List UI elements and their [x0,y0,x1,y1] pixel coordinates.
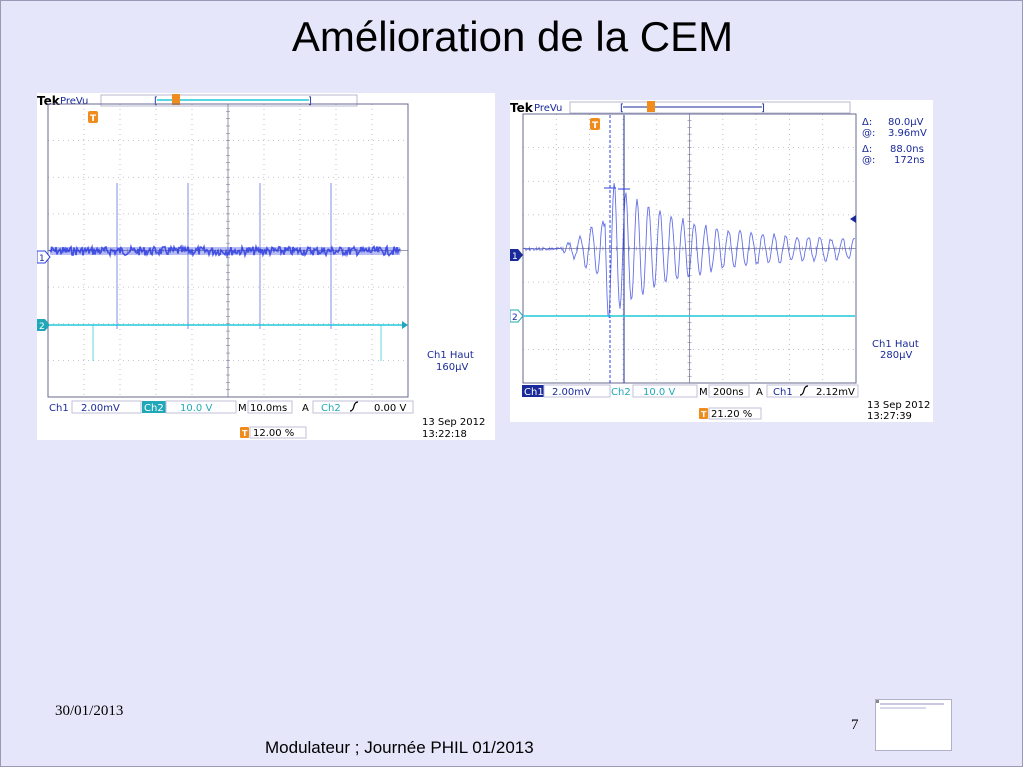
svg-text:[: [ [620,103,624,114]
scope2-record-trigger-icon [647,101,655,112]
scope2-timebase: 200ns [713,387,744,398]
scope2-ch2-marker-icon [510,309,524,323]
svg-text:A: A [756,387,763,398]
scope1-ch2-marker-icon [37,319,50,331]
svg-text:1: 1 [39,254,45,264]
svg-text:@:: @: [862,128,875,139]
slide-thumbnail[interactable] [875,699,952,751]
scope2-ch1-note-2: 280μV [880,350,912,361]
svg-text:T: T [90,114,97,124]
scope1-ch2-label: Ch2 [144,403,164,414]
scope2-ch1-scale: 2.00mV [552,387,591,398]
scope2-rising-edge-icon [799,385,809,396]
scope2-ch1-marker-icon [510,249,523,261]
scope2-waveforms [523,183,856,319]
scope1-date: 13 Sep 2012 [422,417,485,428]
scope1-graticule-border [47,103,409,398]
svg-text:T: T [242,429,248,438]
svg-text:]: ] [308,96,312,107]
scope2-trigger-source: Ch1 [773,387,793,398]
oscilloscope-screenshot-2: Tek PreVu [ ] T 1 2 Δ: 80.0μV @: 3.96mV … [510,100,933,422]
svg-text:A: A [302,403,309,414]
svg-text:T: T [592,121,599,131]
scope1-trigger-source: Ch2 [321,403,341,414]
scope2-cursor-voltage: 3.96mV [888,128,927,139]
scope2-ch2-label: Ch2 [611,387,631,398]
scope1-waveforms [49,183,403,361]
scope1-ch1-note-1: Ch1 Haut [427,350,474,361]
scope1-trigger-level: 0.00 V [374,403,406,414]
scope1-record-trigger-icon [172,94,180,105]
footer-text: Modulateur ; Journée PHIL 01/2013 [265,738,534,757]
scope2-graticule-border [522,113,857,384]
slide-title: Amélioration de la CEM [291,13,734,60]
scope2-display: Tek PreVu [ ] T 1 2 Δ: 80.0μV @: 3.96mV … [510,101,930,422]
scope2-time: 13:27:39 [867,411,912,422]
scope2-date: 13 Sep 2012 [867,400,930,411]
scope2-trigger-position-icon [590,118,600,130]
scope1-ch1-label: Ch1 [49,403,69,414]
footer-date: 30/01/2013 [55,703,124,719]
svg-text:@:: @: [862,155,875,166]
scope1-brand: Tek [37,94,61,108]
scope1-record-bar [100,94,358,107]
scope2-cursor-delta-time: 88.0ns [890,144,924,155]
svg-text:Δ:: Δ: [862,144,872,155]
svg-text:T: T [701,410,707,419]
scope2-trigger-level-arrow-icon [850,215,856,223]
svg-text:]: ] [761,103,765,114]
scope1-ch2-scale: 10.0 V [180,403,212,414]
scope1-trigger-icon [240,427,249,438]
scope1-mode: PreVu [60,96,88,107]
scope2-trigger-level: 2.12mV [816,387,855,398]
svg-text:M: M [699,387,708,398]
scope2-ch2-scale: 10.0 V [643,387,675,398]
svg-text:1: 1 [512,252,518,262]
scope2-trigger-icon [699,408,708,419]
scope2-ch1-note-1: Ch1 Haut [872,339,919,350]
scope1-ch1-marker-icon [37,250,51,264]
scope2-ch1-label: Ch1 [524,387,544,398]
scope2-mode: PreVu [534,103,562,114]
svg-text:2: 2 [39,322,45,332]
scope1-display: Tek PreVu [ ] T 1 2 Ch1 Haut 160μV Ch1 2… [37,94,485,440]
scope1-trigger-position: 12.00 % [253,428,294,439]
scope2-cursor-time: 172ns [894,155,925,166]
scope1-ch2-level-arrow-icon [402,321,408,329]
scope2-cursor-delta-voltage: 80.0μV [888,117,924,128]
oscilloscope-screenshot-1: Tek PreVu [ ] T 1 2 Ch1 Haut 160μV Ch1 2… [37,93,495,440]
svg-text:2: 2 [512,313,518,323]
svg-text:M: M [238,403,247,414]
scope1-time: 13:22:18 [422,429,467,440]
scope1-ch1-note-2: 160μV [436,362,468,373]
page-number: 7 [851,717,859,733]
scope1-rising-edge-icon [349,401,359,412]
scope1-ch1-scale: 2.00mV [81,403,120,414]
svg-text:[: [ [154,96,158,107]
scope1-timebase: 10.0ms [250,403,287,414]
scope2-record-bar [569,101,851,114]
scope2-trigger-position: 21.20 % [711,409,752,420]
svg-text:Δ:: Δ: [862,117,872,128]
scope1-trigger-position-icon [88,111,98,123]
scope2-brand: Tek [510,101,534,115]
